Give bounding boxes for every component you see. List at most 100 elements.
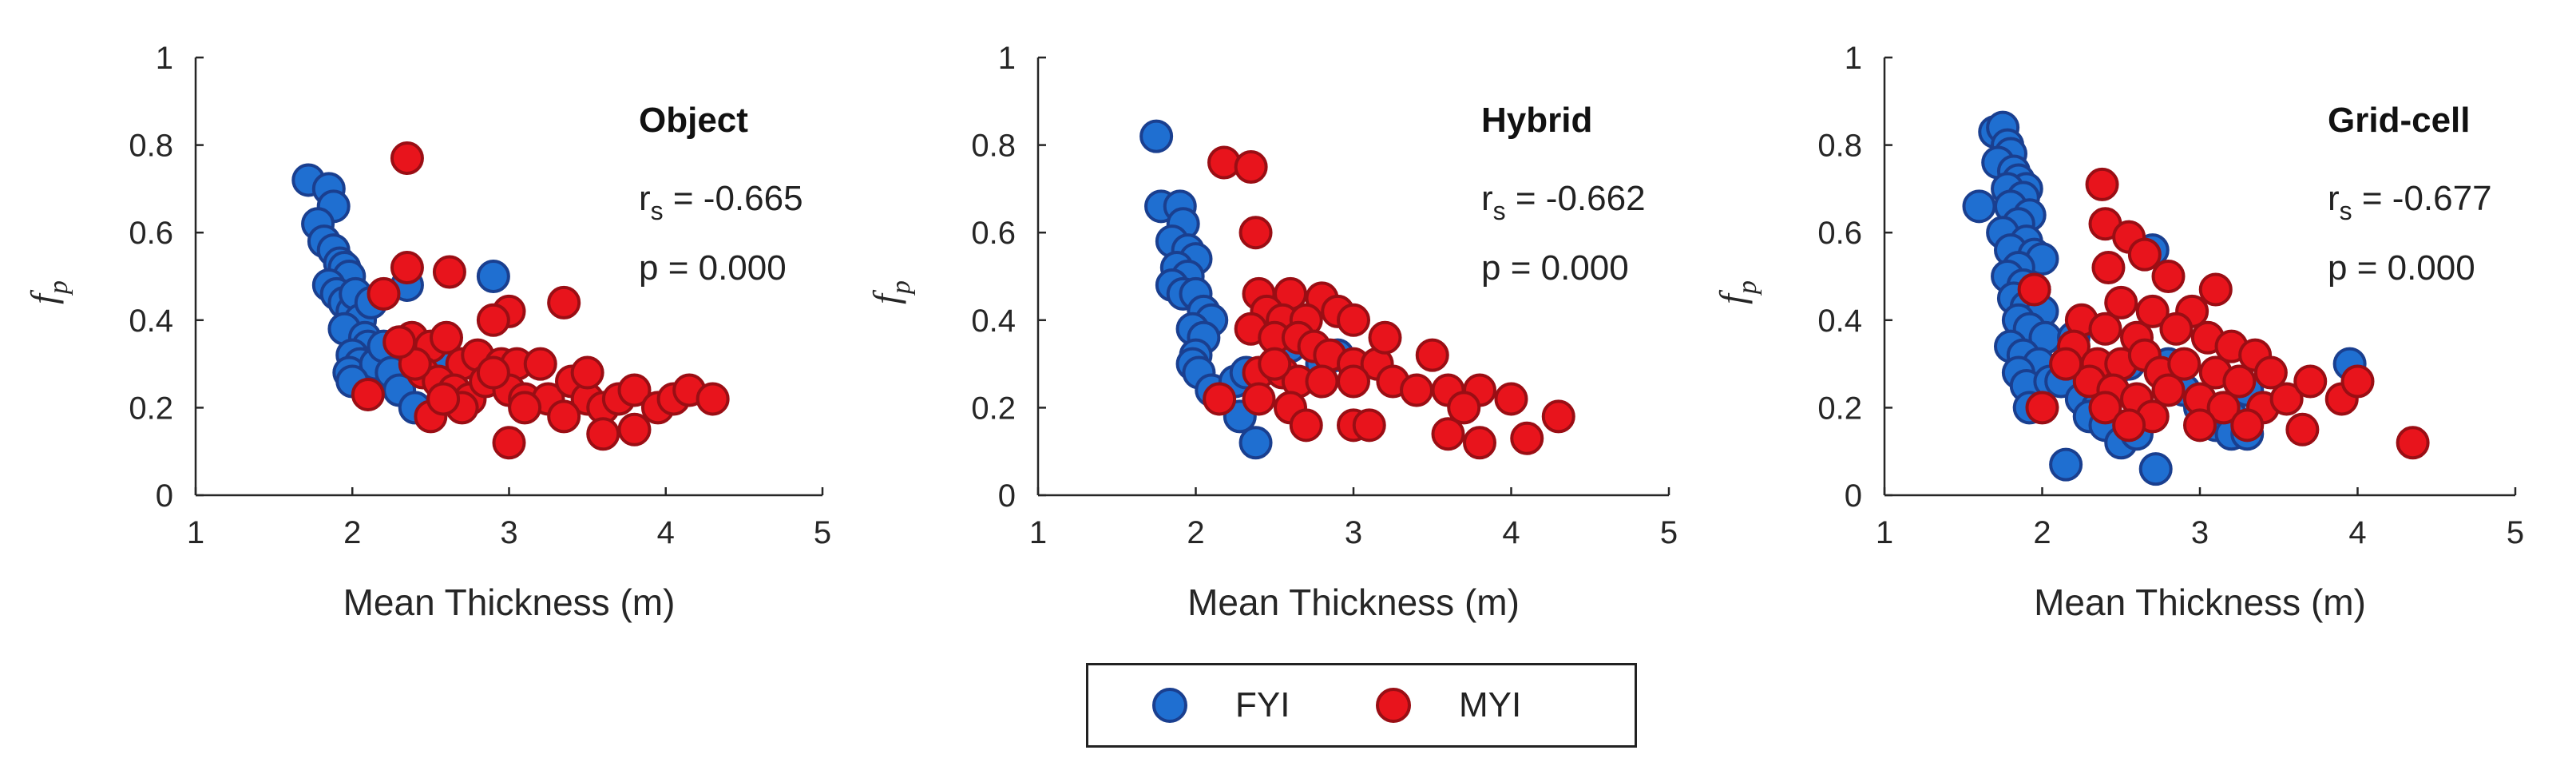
x-tick-label: 3 (500, 515, 517, 550)
annotation-rs-value: = -0.665 (664, 179, 803, 218)
data-point-myi (2206, 391, 2241, 425)
data-point-myi (2253, 355, 2288, 390)
data-point-fyi (476, 260, 510, 293)
data-point-myi (508, 391, 542, 425)
annotation-p-value: p = 0.000 (2328, 248, 2475, 288)
data-point-myi (1415, 338, 1449, 372)
data-point-myi (1510, 421, 1544, 455)
data-point-myi (367, 276, 401, 311)
data-point-myi (2159, 312, 2194, 346)
data-point-myi (492, 426, 526, 460)
data-point-myi (390, 251, 424, 285)
chart-panel-1: 1 2 3 4 5 0 0.2 0.4 0.6 0.8 1 Mean Thickness (m) fp O… (23, 41, 831, 623)
data-point-myi (523, 347, 557, 381)
data-point-myi (2222, 364, 2257, 399)
x-tick-label: 5 (1660, 515, 1678, 550)
data-point-myi (2293, 364, 2328, 399)
annotation-rs-subscript: s (651, 196, 664, 225)
y-axis-label: fp (866, 280, 916, 304)
data-point-myi (382, 325, 417, 359)
data-point-myi (547, 399, 581, 434)
data-point-fyi (1238, 426, 1273, 460)
data-point-myi (430, 320, 463, 355)
data-point-myi (547, 285, 581, 320)
data-point-fyi (2049, 447, 2083, 482)
data-point-myi (2167, 347, 2201, 381)
y-axis-label-subscript: p (1733, 280, 1762, 296)
y-tick-label: 0.4 (971, 304, 1016, 339)
x-tick-label: 3 (2191, 515, 2209, 550)
annotation-p-value: p = 0.000 (639, 248, 787, 288)
x-tick-label: 4 (657, 515, 675, 550)
data-point-myi (1337, 364, 1370, 399)
y-axis-label: fp (1712, 280, 1762, 304)
y-tick-label: 0 (156, 478, 173, 514)
series-myi (2017, 167, 2430, 460)
y-tick-label: 0.6 (1817, 216, 1862, 251)
data-point-myi (1305, 364, 1339, 399)
series-myi (351, 141, 730, 460)
data-point-myi (1447, 391, 1481, 425)
legend-label-myi: MYI (1459, 685, 1522, 724)
y-tick-label: 0 (998, 478, 1016, 514)
data-point-myi (426, 382, 461, 416)
data-point-fyi (2138, 452, 2173, 486)
annotation-rs: rs = -0.662 (1481, 179, 1646, 225)
y-tick-label: 0.8 (971, 129, 1016, 164)
data-point-myi (2085, 167, 2119, 201)
y-tick-label: 1 (1845, 41, 1862, 76)
y-tick-label: 0.2 (129, 391, 173, 426)
data-point-myi (2151, 373, 2186, 407)
x-tick-label: 4 (1502, 515, 1520, 550)
annotation-method: Object (639, 101, 748, 140)
chart-panel-2: 1 2 3 4 5 0 0.2 0.4 0.6 0.8 1 Mean Thickness (m) fp H… (866, 41, 1678, 623)
legend-marker-myi (1376, 688, 1411, 723)
annotation-method: Hybrid (1481, 101, 1592, 140)
x-axis-label: Mean Thickness (m) (343, 581, 676, 623)
data-point-myi (432, 255, 466, 289)
data-point-myi (1541, 399, 1575, 434)
data-point-myi (2025, 391, 2059, 425)
data-point-myi (390, 141, 424, 176)
data-point-myi (1494, 382, 1528, 416)
y-tick-label: 0.2 (1817, 391, 1862, 426)
y-tick-label: 1 (998, 41, 1016, 76)
data-point-myi (617, 373, 652, 407)
y-tick-label: 0 (1845, 478, 1862, 514)
data-point-myi (586, 417, 620, 451)
annotation-rs-r: r (2328, 179, 2340, 218)
data-point-myi (476, 303, 510, 337)
data-point-myi (1352, 408, 1386, 443)
data-point-myi (2230, 408, 2265, 443)
data-point-myi (2340, 364, 2375, 399)
y-tick-label: 0.6 (129, 216, 173, 251)
data-point-myi (2151, 260, 2186, 293)
y-tick-label: 0.4 (129, 304, 173, 339)
data-point-myi (2135, 294, 2170, 328)
data-point-myi (2088, 312, 2122, 346)
annotation-rs-subscript: s (2340, 196, 2352, 225)
y-tick-label: 0.6 (971, 216, 1016, 251)
data-point-myi (2127, 237, 2162, 272)
data-point-myi (1337, 303, 1370, 337)
x-tick-label: 1 (187, 515, 204, 550)
y-tick-label: 0.4 (1817, 304, 1862, 339)
chart-panel-3: 1 2 3 4 5 0 0.2 0.4 0.6 0.8 1 Mean Thickness (m) fp G… (1712, 41, 2524, 623)
annotation-rs-value: = -0.662 (1506, 179, 1646, 218)
legend: FYI MYI (1086, 663, 1637, 748)
data-point-fyi (1139, 119, 1174, 153)
data-point-myi (2088, 391, 2122, 425)
data-point-myi (2049, 347, 2083, 381)
series-myi (1203, 145, 1575, 460)
x-tick-label: 2 (343, 515, 361, 550)
data-point-myi (1400, 373, 1433, 407)
data-point-myi (2104, 285, 2138, 320)
data-point-myi (1431, 417, 1465, 451)
annotation-p-value: p = 0.000 (1481, 248, 1629, 288)
data-point-myi (696, 382, 730, 416)
annotation-rs-r: r (1481, 179, 1493, 218)
data-point-myi (2396, 426, 2430, 460)
data-point-myi (1203, 382, 1237, 416)
data-point-myi (2198, 272, 2233, 307)
data-point-myi (476, 355, 510, 390)
